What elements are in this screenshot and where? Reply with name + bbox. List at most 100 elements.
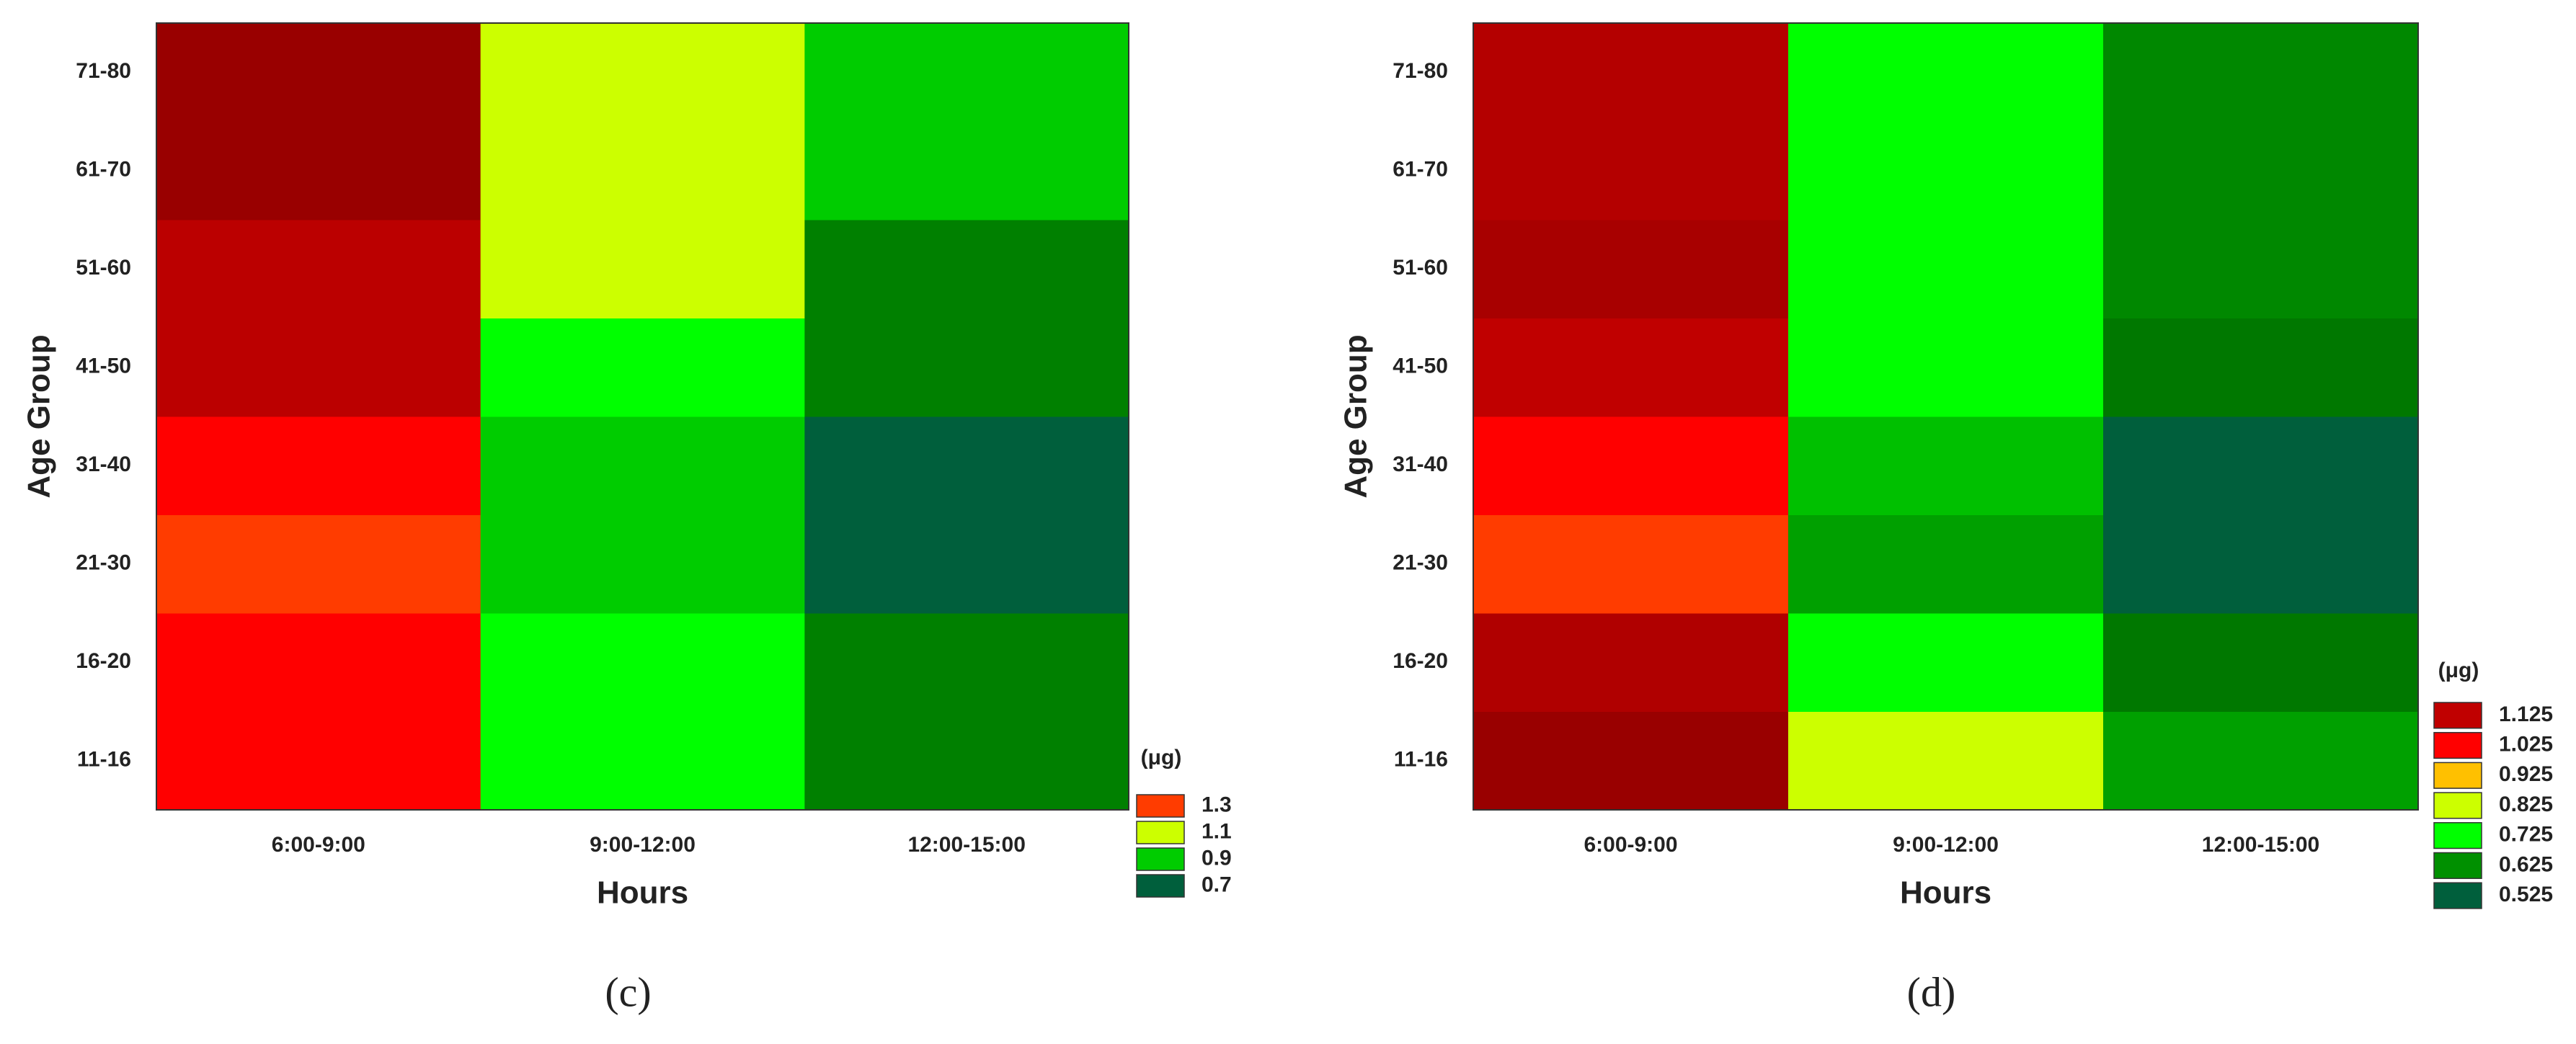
legend-swatch [1136, 821, 1185, 844]
heatmap-cell [804, 220, 1129, 318]
heatmap-cell [480, 121, 805, 220]
legend-label: 0.925 [2499, 762, 2553, 786]
heatmap-cell [1788, 711, 2104, 811]
heatmap-cell [156, 23, 481, 122]
y-tick-label: 31-40 [76, 452, 131, 476]
heatmap-cell [2103, 121, 2419, 220]
heatmap-cell [2103, 23, 2419, 122]
heatmap-cell [156, 416, 481, 515]
heatmap-cell [480, 23, 805, 122]
x-tick-label: 9:00-12:00 [590, 833, 696, 857]
legend-swatch [1136, 794, 1185, 818]
heatmap-cell [480, 220, 805, 318]
y-tick-label: 61-70 [76, 158, 131, 182]
heatmap-cell [2103, 318, 2419, 417]
heatmap-cell [2103, 711, 2419, 811]
heatmap-cell [1788, 220, 2104, 318]
legend-swatch [2433, 702, 2482, 729]
heatmap-cell [1788, 121, 2104, 220]
y-tick-label: 16-20 [1393, 649, 1448, 673]
plot-frame [156, 22, 1129, 811]
legend-title: (μg) [2438, 659, 2479, 682]
heatmap-cell [480, 416, 805, 515]
heatmap-cell [804, 318, 1129, 417]
y-axis-title: Age Group [22, 334, 57, 498]
heatmap-cell [156, 613, 481, 712]
heatmap-cell [804, 514, 1129, 614]
legend-swatch [1136, 874, 1185, 898]
x-tick-label: 6:00-9:00 [1584, 833, 1677, 857]
y-tick-label: 71-80 [76, 59, 131, 83]
x-tick-label: 6:00-9:00 [272, 833, 365, 857]
y-tick-label: 21-30 [1393, 551, 1448, 575]
heatmap-cell [804, 121, 1129, 220]
legend-label: 1.125 [2499, 702, 2553, 726]
heatmap-cell [2103, 220, 2419, 318]
heatmap-cell [1473, 416, 1789, 515]
heatmap-cell [1473, 613, 1789, 712]
heatmap-cell [1473, 220, 1789, 318]
legend-label: 1.3 [1202, 793, 1232, 816]
legend-label: 0.525 [2499, 883, 2553, 906]
legend-swatch [2433, 762, 2482, 789]
legend-swatch [2433, 852, 2482, 879]
y-tick-label: 41-50 [76, 354, 131, 378]
heatmap-cell [804, 23, 1129, 122]
legend-label: 0.9 [1202, 846, 1232, 870]
x-tick-label: 12:00-15:00 [907, 833, 1025, 857]
heatmap-cell [480, 318, 805, 417]
heatmap-cell [156, 220, 481, 318]
heatmap-cell [804, 613, 1129, 712]
heatmap-cell [156, 514, 481, 614]
x-axis-title: Hours [1900, 875, 1991, 911]
heatmap-cell [156, 711, 481, 811]
heatmap-cell [1473, 711, 1789, 811]
legend-label: 0.825 [2499, 793, 2553, 816]
legend-swatch [2433, 822, 2482, 849]
heatmap-cell [1788, 514, 2104, 614]
legend-swatch [2433, 792, 2482, 819]
y-tick-label: 41-50 [1393, 354, 1448, 378]
y-tick-label: 31-40 [1393, 452, 1448, 476]
heatmap-cell [2103, 514, 2419, 614]
heatmap-cell [156, 318, 481, 417]
heatmap-cell [2103, 613, 2419, 712]
legend-label: 1.025 [2499, 732, 2553, 756]
legend-label: 0.7 [1202, 873, 1232, 896]
x-tick-label: 12:00-15:00 [2202, 833, 2319, 857]
heatmap-cell [1473, 318, 1789, 417]
heatmap-cell [480, 613, 805, 712]
heatmap-cell [2103, 416, 2419, 515]
y-tick-label: 71-80 [1393, 59, 1448, 83]
panel-label: (c) [605, 968, 651, 1015]
y-tick-label: 21-30 [76, 551, 131, 575]
heatmap-cell [480, 711, 805, 811]
heatmap-cell [1473, 514, 1789, 614]
heatmap-cell [156, 121, 481, 220]
plot-frame [1473, 22, 2419, 811]
heatmap-cell [1473, 23, 1789, 122]
heatmap-cell [804, 416, 1129, 515]
heatmap-cell [804, 711, 1129, 811]
heatmap-cell [1788, 318, 2104, 417]
legend-title: (μg) [1141, 746, 1182, 769]
legend-label: 1.1 [1202, 819, 1232, 843]
legend-label: 0.725 [2499, 823, 2553, 847]
panel-label: (d) [1907, 968, 1956, 1015]
legend-label: 0.625 [2499, 852, 2553, 876]
heatmap-cell [1788, 416, 2104, 515]
heatmap-cell [1473, 121, 1789, 220]
y-tick-label: 11-16 [77, 748, 131, 772]
heatmap-cell [1788, 613, 2104, 712]
x-axis-title: Hours [597, 875, 688, 911]
y-tick-label: 61-70 [1393, 158, 1448, 182]
legend-swatch [2433, 731, 2482, 759]
y-tick-label: 51-60 [1393, 256, 1448, 280]
heatmap-cell [480, 514, 805, 614]
y-tick-label: 11-16 [1394, 748, 1448, 772]
heatmap-cell [1788, 23, 2104, 122]
y-tick-label: 51-60 [76, 256, 131, 280]
legend-swatch [1136, 847, 1185, 871]
y-tick-label: 16-20 [76, 649, 131, 673]
